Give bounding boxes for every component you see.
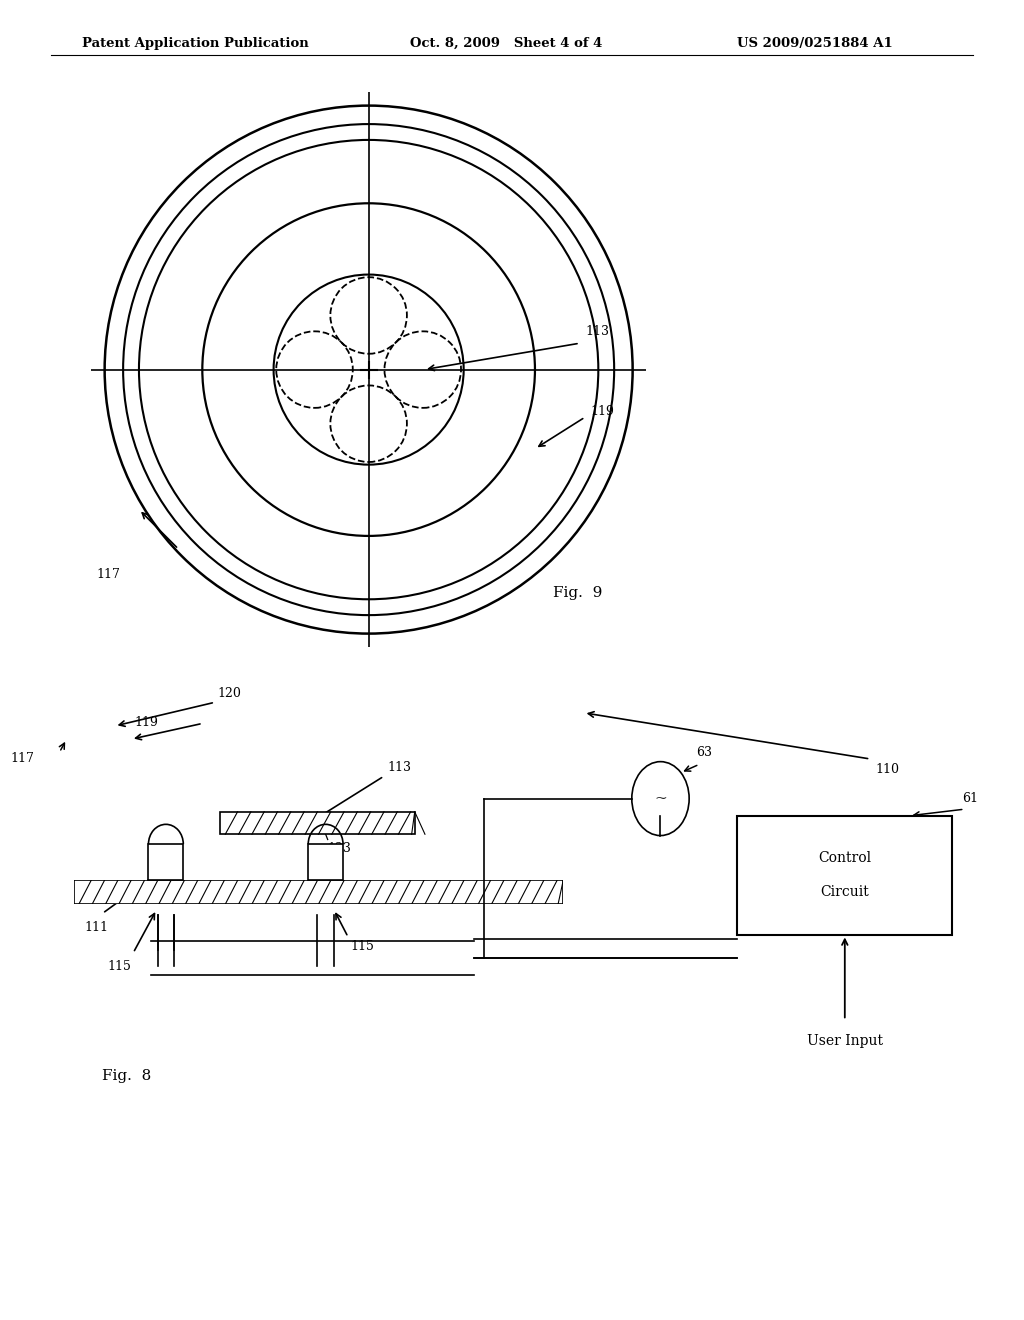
Bar <box>148 845 183 880</box>
Text: Fig.  9: Fig. 9 <box>553 586 603 601</box>
Text: 110: 110 <box>876 763 899 776</box>
Text: 113: 113 <box>585 325 609 338</box>
Text: 115: 115 <box>350 940 374 953</box>
Bar <box>220 812 415 834</box>
Text: 61: 61 <box>963 792 979 805</box>
Text: User Input: User Input <box>807 1034 883 1048</box>
Text: 115: 115 <box>108 960 131 973</box>
Text: Circuit: Circuit <box>820 886 869 899</box>
Bar <box>74 880 563 904</box>
Text: 117: 117 <box>10 752 34 766</box>
Text: Oct. 8, 2009   Sheet 4 of 4: Oct. 8, 2009 Sheet 4 of 4 <box>410 37 602 50</box>
Text: Patent Application Publication: Patent Application Publication <box>82 37 308 50</box>
Text: Fig.  8: Fig. 8 <box>102 1069 152 1084</box>
Text: Control: Control <box>818 851 871 865</box>
Text: 120: 120 <box>217 686 241 700</box>
Text: 117: 117 <box>96 568 121 581</box>
Text: 119: 119 <box>135 715 159 729</box>
Text: 119: 119 <box>591 405 614 418</box>
Text: 63: 63 <box>696 746 713 759</box>
Text: 123: 123 <box>328 842 351 855</box>
Text: 113: 113 <box>387 760 411 774</box>
Text: 111: 111 <box>84 921 108 935</box>
Bar <box>308 845 343 880</box>
Text: ~: ~ <box>654 792 667 805</box>
Text: US 2009/0251884 A1: US 2009/0251884 A1 <box>737 37 893 50</box>
Bar <box>737 816 952 935</box>
